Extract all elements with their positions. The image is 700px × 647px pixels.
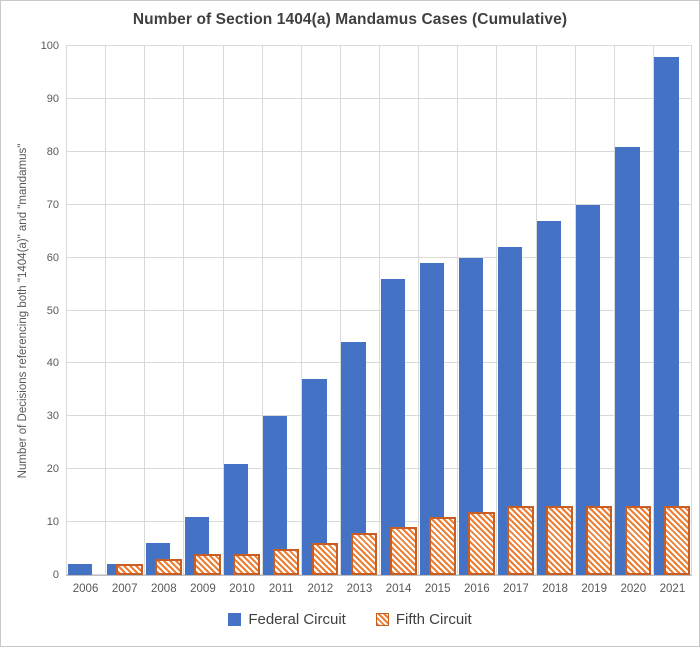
category-slot-2008 xyxy=(144,46,183,575)
gridline-v xyxy=(457,46,459,575)
gridline-v xyxy=(574,46,576,575)
legend-swatch-federal-circuit xyxy=(228,613,242,626)
gridline-v xyxy=(496,46,498,575)
legend-item-fifth-circuit: Fifth Circuit xyxy=(375,611,472,628)
x-tick-label-2006: 2006 xyxy=(72,583,99,595)
bar-fifth-circuit-2018 xyxy=(546,506,574,575)
legend-item-federal-circuit: Federal Circuit xyxy=(228,611,346,628)
bar-fifth-circuit-2021 xyxy=(663,506,691,575)
category-slot-2019 xyxy=(575,46,614,575)
gridline-v xyxy=(222,46,224,575)
category-slot-2013 xyxy=(340,46,379,575)
gridline-v xyxy=(183,46,185,575)
category-slot-2016 xyxy=(457,46,496,575)
y-tick-label: 20 xyxy=(46,463,59,476)
y-tick-label: 80 xyxy=(46,145,59,158)
gridline-v xyxy=(418,46,420,575)
x-tick-label-2013: 2013 xyxy=(346,583,373,595)
legend-label-fifth-circuit: Fifth Circuit xyxy=(395,611,472,628)
bar-fifth-circuit-2011 xyxy=(272,548,300,575)
gridline-v xyxy=(379,46,380,575)
gridline-v xyxy=(144,46,146,575)
gridline-h xyxy=(66,45,692,46)
bar-fifth-circuit-2019 xyxy=(585,506,613,575)
bar-fifth-circuit-2016 xyxy=(468,511,495,575)
chart-title: Number of Section 1404(a) Mandamus Cases… xyxy=(132,11,568,28)
category-slot-2012 xyxy=(301,46,340,575)
bar-fifth-circuit-2017 xyxy=(507,506,534,575)
x-tick-label-2021: 2021 xyxy=(659,583,686,595)
y-tick-label: 10 xyxy=(46,516,59,529)
bar-fifth-circuit-2013 xyxy=(350,532,378,575)
bar-fifth-circuit-2014 xyxy=(389,527,417,575)
x-tick-label-2010: 2010 xyxy=(229,583,255,595)
gridline-v xyxy=(652,46,654,575)
bar-fifth-circuit-2007 xyxy=(116,564,143,575)
bar-federal-circuit-2012 xyxy=(302,379,327,575)
x-tick-label-2017: 2017 xyxy=(503,583,529,595)
bar-federal-circuit-2014 xyxy=(380,278,405,575)
gridline-v xyxy=(261,46,263,575)
y-tick-label: 30 xyxy=(46,410,59,423)
bar-fifth-circuit-2010 xyxy=(233,553,261,575)
y-tick-label: 40 xyxy=(46,357,59,370)
bar-fifth-circuit-2012 xyxy=(311,543,339,575)
bar-fifth-circuit-2009 xyxy=(194,553,221,575)
category-slot-2009 xyxy=(183,46,222,575)
bar-fifth-circuit-2008 xyxy=(155,559,182,575)
y-tick-label: 50 xyxy=(46,304,59,317)
plot-area xyxy=(66,45,692,576)
bar-federal-circuit-2021 xyxy=(654,56,679,575)
category-slot-2014 xyxy=(379,46,418,575)
category-slot-2021 xyxy=(653,46,692,575)
bar-fifth-circuit-2020 xyxy=(624,506,652,575)
x-tick-label-2008: 2008 xyxy=(151,583,177,595)
category-slot-2020 xyxy=(614,46,653,575)
gridline-v xyxy=(105,46,107,575)
category-slot-2007 xyxy=(105,46,144,575)
x-axis-line xyxy=(66,575,692,576)
y-axis-title: Number of Decisions referencing both "14… xyxy=(17,143,29,479)
gridline-v xyxy=(300,46,302,575)
legend-swatch-fifth-circuit xyxy=(375,613,389,626)
y-axis-line xyxy=(66,46,67,575)
category-slot-2010 xyxy=(223,46,262,575)
x-tick-label-2007: 2007 xyxy=(111,583,138,595)
x-tick-label-2016: 2016 xyxy=(464,583,490,595)
x-tick-label-2014: 2014 xyxy=(385,583,412,595)
y-tick-label: 90 xyxy=(46,92,59,105)
category-slot-2015 xyxy=(418,46,457,575)
legend-label-federal-circuit: Federal Circuit xyxy=(248,611,346,628)
x-tick-label-2019: 2019 xyxy=(581,583,607,595)
x-tick-label-2011: 2011 xyxy=(268,583,294,595)
x-tick-label-2012: 2012 xyxy=(307,583,334,595)
y-tick-label: 0 xyxy=(52,569,59,581)
x-tick-label-2018: 2018 xyxy=(542,583,568,595)
category-slot-2017 xyxy=(496,46,535,575)
category-slot-2011 xyxy=(262,46,301,575)
bar-fifth-circuit-2015 xyxy=(429,516,456,575)
gridline-v xyxy=(535,46,537,575)
y-tick-label: 70 xyxy=(46,198,59,211)
y-tick-label: 60 xyxy=(46,251,59,264)
gridline-v xyxy=(613,46,615,575)
category-slot-2018 xyxy=(536,46,575,575)
gridline-v xyxy=(691,46,692,575)
legend: Federal Circuit Fifth Circuit xyxy=(1,611,699,628)
gridline-v xyxy=(339,46,341,575)
y-tick-label: 100 xyxy=(40,40,59,52)
bar-federal-circuit-2006 xyxy=(67,564,92,575)
x-tick-label-2015: 2015 xyxy=(424,583,451,595)
bar-federal-circuit-2020 xyxy=(615,146,640,575)
category-slot-2006 xyxy=(66,46,105,575)
bar-federal-circuit-2011 xyxy=(263,416,288,575)
x-tick-label-2009: 2009 xyxy=(190,583,216,595)
x-tick-label-2020: 2020 xyxy=(620,583,647,595)
